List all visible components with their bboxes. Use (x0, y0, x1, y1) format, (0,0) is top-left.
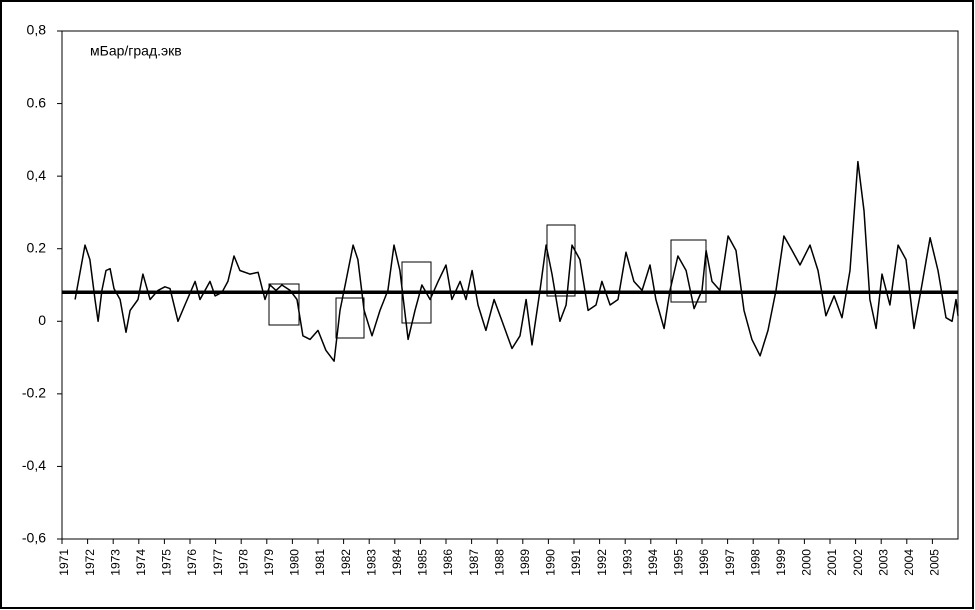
x-tick-label: 1998 (748, 549, 762, 576)
x-tick-label: 1993 (620, 549, 634, 576)
x-tick-label: 1980 (288, 549, 302, 576)
x-tick-label: 1971 (57, 549, 71, 576)
highlight-box (670, 239, 707, 303)
data-line (74, 160, 959, 362)
x-tick-label: 1995 (672, 549, 686, 576)
plot-area (61, 30, 959, 540)
x-tick-label: 1978 (236, 549, 250, 576)
x-tick-label: 1994 (646, 549, 660, 576)
x-tick-label: 1975 (160, 549, 174, 576)
x-tick-label: 2002 (851, 549, 865, 576)
y-tick-label: 0 (38, 312, 46, 328)
y-tick-label: -0,4 (22, 457, 46, 473)
x-tick-label: 1981 (313, 549, 327, 576)
y-tick-label: -0.2 (22, 385, 46, 401)
x-tick-label: 1987 (467, 549, 481, 576)
x-tick-label: 1999 (774, 549, 788, 576)
x-tick-label: 1984 (390, 549, 404, 576)
y-tick-label: 0.6 (27, 94, 47, 110)
x-tick-label: 1977 (211, 549, 225, 576)
x-tick-label: 1974 (134, 549, 148, 576)
x-tick-label: 1991 (569, 549, 583, 576)
x-tick-label: 2005 (928, 549, 942, 576)
highlight-box (268, 283, 300, 326)
x-tick-label: 1997 (723, 549, 737, 576)
x-tick-label: 1989 (518, 549, 532, 576)
x-tick-label: 1973 (108, 549, 122, 576)
x-tick-label: 2001 (825, 549, 839, 576)
x-tick-label: 2004 (902, 549, 916, 576)
x-tick-label: 1996 (697, 549, 711, 576)
x-tick-label: 2000 (800, 549, 814, 576)
highlight-box (546, 224, 576, 297)
x-tick-label: 1988 (492, 549, 506, 576)
y-tick-label: 0,8 (27, 22, 47, 38)
x-tick-label: 1990 (544, 549, 558, 576)
unit-annotation: мБар/град.экв (90, 43, 182, 59)
x-tick-label: 1983 (364, 549, 378, 576)
x-tick-label: 1992 (595, 549, 609, 576)
y-tick-label: -0,6 (22, 530, 46, 546)
x-tick-label: 1976 (185, 549, 199, 576)
x-tick-label: 1982 (339, 549, 353, 576)
x-tick-label: 2003 (876, 549, 890, 576)
y-tick-label: 0.2 (27, 239, 47, 255)
x-tick-label: 1972 (83, 549, 97, 576)
x-tick-label: 1979 (262, 549, 276, 576)
highlight-box (335, 297, 365, 339)
x-tick-label: 1985 (416, 549, 430, 576)
x-tick-label: 1986 (441, 549, 455, 576)
y-tick-label: 0,4 (27, 167, 47, 183)
